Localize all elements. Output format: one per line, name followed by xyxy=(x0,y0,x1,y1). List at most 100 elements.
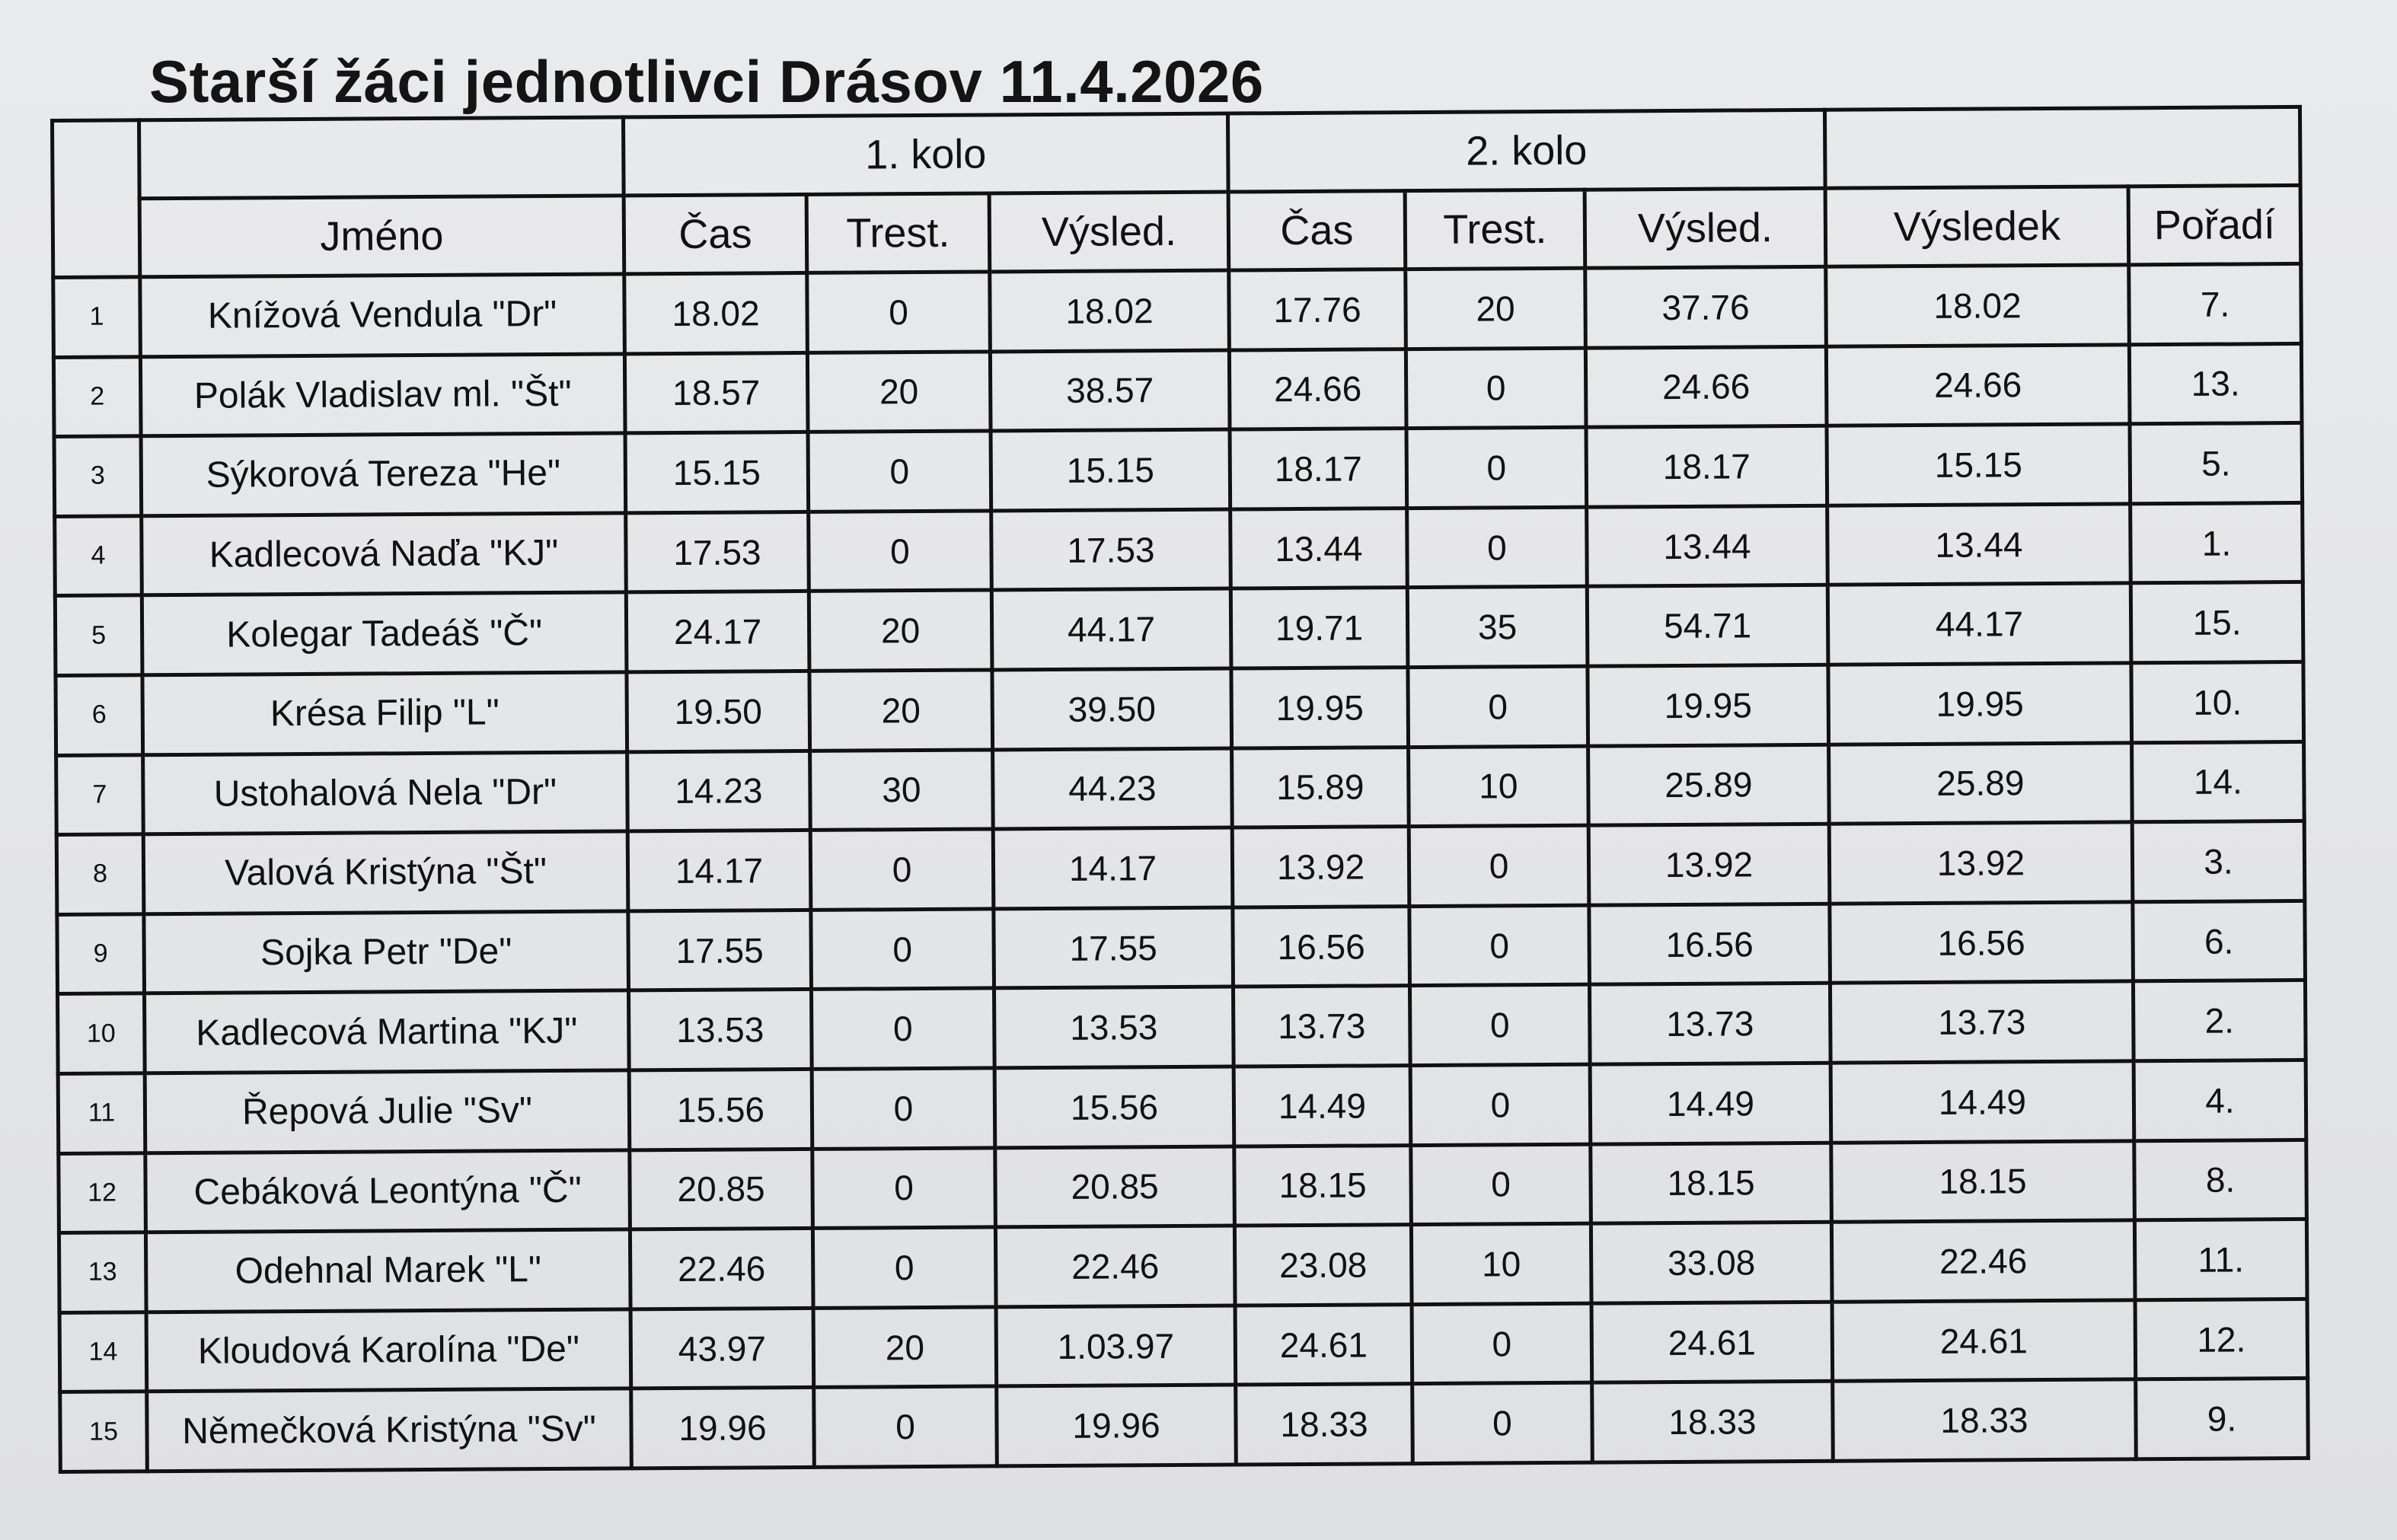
round1-result-cell: 1.03.97 xyxy=(996,1305,1236,1387)
row-number-cell: 15 xyxy=(59,1392,148,1472)
round1-penalty-cell: 0 xyxy=(813,1386,997,1468)
round1-result-cell: 38.57 xyxy=(990,349,1230,432)
round2-penalty-cell: 35 xyxy=(1407,586,1588,668)
table-row: 12 Cebáková Leontýna "Č" 20.85 0 20.85 18.15 0… xyxy=(58,1139,2307,1233)
final-group-header xyxy=(1824,107,2301,189)
rank-value-cell: 12. xyxy=(2135,1299,2308,1380)
row-number-cell: 3 xyxy=(54,435,142,517)
row-number-cell: 14 xyxy=(59,1312,147,1392)
table-row: 11 Řepová Julie "Sv" 15.56 0 15.56 14.49 0 14.4… xyxy=(58,1060,2306,1153)
round2-penalty-cell: 0 xyxy=(1409,984,1591,1066)
table-row: 7 Ustohalová Nela "Dr" 14.23 30 44.23 15.89 10… xyxy=(56,741,2305,835)
round2-penalty-cell: 0 xyxy=(1406,347,1587,429)
final-result-cell: 24.61 xyxy=(1832,1299,2136,1382)
round1-time-cell: 18.57 xyxy=(624,352,809,434)
round2-time-cell: 15.89 xyxy=(1231,747,1409,828)
round2-result-cell: 13.44 xyxy=(1586,505,1828,587)
rank-value-cell: 7. xyxy=(2128,263,2302,345)
final-result-cell: 25.89 xyxy=(1828,742,2133,824)
final-result-cell: 24.66 xyxy=(1826,344,2130,426)
competitor-name-cell: Sojka Petr "De" xyxy=(143,910,629,994)
table-row: 2 Polák Vladislav ml. "Št" 18.57 20 38.57 24.… xyxy=(53,343,2302,437)
round1-result-cell: 17.53 xyxy=(991,509,1231,591)
round2-result-cell: 33.08 xyxy=(1591,1222,1833,1303)
result2-column-header: Výsled. xyxy=(1585,188,1826,269)
round2-result-cell: 18.17 xyxy=(1586,426,1827,507)
round1-result-cell: 20.85 xyxy=(994,1146,1235,1228)
round2-penalty-cell: 0 xyxy=(1412,1302,1592,1384)
final-result-cell: 16.56 xyxy=(1829,901,2134,984)
competitor-name-cell: Ustohalová Nela "Dr" xyxy=(142,751,628,834)
round1-result-cell: 13.53 xyxy=(994,987,1234,1068)
table-row: 1 Knížová Vendula "Dr" 18.02 0 18.02 17.76 20 3… xyxy=(53,263,2302,358)
round2-penalty-cell: 0 xyxy=(1406,506,1588,588)
final-result-cell: 18.33 xyxy=(1832,1379,2137,1462)
round1-time-cell: 24.17 xyxy=(626,591,809,672)
round1-penalty-cell: 0 xyxy=(812,1147,996,1229)
table-row: 4 Kadlecová Naďa "KJ" 17.53 0 17.53 13.44 0 13.… xyxy=(54,502,2303,596)
round1-penalty-cell: 0 xyxy=(808,431,991,512)
final-result-cell: 19.95 xyxy=(1827,662,2132,744)
row-number-cell: 8 xyxy=(56,834,144,915)
row-number-cell: 4 xyxy=(54,515,142,596)
round2-penalty-cell: 20 xyxy=(1405,268,1586,349)
round2-time-cell: 13.92 xyxy=(1232,826,1409,907)
final-result-column-header: Výsledek xyxy=(1825,186,2129,267)
rank-value-cell: 11. xyxy=(2134,1219,2308,1300)
round2-result-cell: 13.73 xyxy=(1589,983,1831,1065)
round1-result-cell: 15.56 xyxy=(994,1066,1234,1148)
final-result-cell: 18.15 xyxy=(1830,1140,2135,1223)
rank-value-cell: 2. xyxy=(2133,980,2306,1061)
final-result-cell: 15.15 xyxy=(1827,424,2130,506)
final-result-cell: 18.02 xyxy=(1825,264,2130,346)
round2-penalty-cell: 10 xyxy=(1411,1223,1592,1305)
round2-result-cell: 24.61 xyxy=(1591,1301,1833,1383)
round2-result-cell: 13.92 xyxy=(1588,824,1830,905)
round1-penalty-cell: 30 xyxy=(809,749,994,831)
round2-time-cell: 24.61 xyxy=(1235,1304,1412,1385)
round1-penalty-cell: 20 xyxy=(807,351,991,432)
round1-time-cell: 20.85 xyxy=(629,1148,813,1230)
table-row: 10 Kadlecová Martina "KJ" 13.53 0 13.53 13.73… xyxy=(57,980,2306,1074)
round1-result-cell: 15.15 xyxy=(991,429,1230,511)
row-number-cell: 7 xyxy=(56,754,144,835)
round1-time-cell: 15.56 xyxy=(629,1069,812,1150)
round2-result-cell: 18.15 xyxy=(1590,1142,1832,1224)
round2-result-cell: 14.49 xyxy=(1590,1063,1831,1144)
round2-time-cell: 18.33 xyxy=(1235,1383,1413,1465)
round2-time-cell: 24.66 xyxy=(1229,349,1407,430)
round2-penalty-cell: 0 xyxy=(1410,1143,1591,1225)
round2-penalty-cell: 10 xyxy=(1408,745,1589,827)
round1-result-cell: 18.02 xyxy=(989,270,1230,352)
competitor-name-cell: Kadlecová Naďa "KJ" xyxy=(141,512,627,596)
round1-time-cell: 15.15 xyxy=(625,432,809,513)
row-number-cell: 5 xyxy=(55,595,142,676)
competitor-name-cell: Polák Vladislav ml. "Št" xyxy=(140,353,626,436)
round1-result-cell: 44.17 xyxy=(991,588,1231,670)
penalty2-column-header: Trest. xyxy=(1405,190,1585,269)
row-number-cell: 11 xyxy=(58,1073,145,1153)
competitor-name-cell: Odehnal Marek "L" xyxy=(145,1229,631,1312)
round2-header: 2. kolo xyxy=(1227,110,1826,193)
table-row: 15 Němečková Kristýna "Sv" 19.96 0 19.96 18.3… xyxy=(59,1378,2309,1472)
round1-penalty-cell: 20 xyxy=(813,1306,997,1388)
row-number-cell: 6 xyxy=(55,674,143,756)
final-result-cell: 13.44 xyxy=(1827,503,2131,585)
round1-time-cell: 14.23 xyxy=(627,750,811,832)
round2-result-cell: 25.89 xyxy=(1588,744,1830,826)
round2-time-cell: 18.17 xyxy=(1230,428,1407,509)
competitor-name-cell: Kolegar Tadeáš "Č" xyxy=(142,592,627,675)
rank-column-header: Pořadí xyxy=(2128,185,2301,265)
round1-penalty-cell: 0 xyxy=(810,908,994,990)
competitor-name-cell: Valová Kristýna "Št" xyxy=(143,831,628,914)
round2-time-cell: 13.73 xyxy=(1233,985,1411,1067)
group-header-row: 1. kolo 2. kolo xyxy=(52,107,2301,278)
round2-penalty-cell: 0 xyxy=(1407,666,1588,748)
round2-penalty-cell: 0 xyxy=(1409,825,1589,907)
round1-time-cell: 18.02 xyxy=(624,273,808,354)
round1-result-cell: 14.17 xyxy=(993,827,1233,909)
row-number-cell: 10 xyxy=(57,993,145,1074)
rank-value-cell: 1. xyxy=(2130,502,2303,584)
competitor-name-cell: Řepová Julie "Sv" xyxy=(145,1070,630,1153)
